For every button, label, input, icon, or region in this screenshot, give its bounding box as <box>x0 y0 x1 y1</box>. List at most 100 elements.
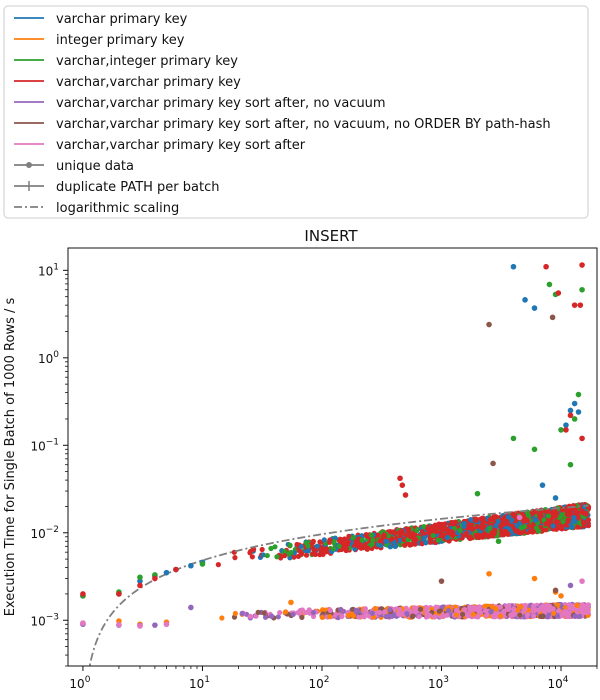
band-point <box>558 523 564 529</box>
data-point <box>549 314 556 321</box>
band-point <box>336 543 342 549</box>
band-point <box>474 524 480 530</box>
data-point <box>531 575 538 582</box>
data-point <box>116 621 122 628</box>
band-point <box>487 517 493 523</box>
legend: varchar primary key integer primary key va… <box>3 5 589 219</box>
band-point <box>519 530 525 536</box>
data-point <box>152 575 158 582</box>
data-point <box>543 263 549 270</box>
band-point <box>427 539 433 545</box>
band-point <box>398 612 404 618</box>
band-point <box>410 613 416 619</box>
band-point <box>259 546 265 553</box>
band-point <box>353 542 360 548</box>
band-point <box>436 608 442 614</box>
band-point <box>376 609 383 616</box>
band-point <box>327 537 333 543</box>
y-tick-label: 10−3 <box>30 612 59 628</box>
band-point <box>585 609 591 615</box>
band-point <box>480 517 487 523</box>
band-point <box>535 528 542 534</box>
band-point <box>559 507 566 513</box>
band-point <box>522 606 528 613</box>
band-point <box>546 611 552 617</box>
band-point <box>327 614 333 620</box>
band-point <box>383 614 389 620</box>
band-point <box>442 521 448 527</box>
band-point <box>255 609 261 615</box>
band-point <box>482 608 489 614</box>
data-point <box>495 538 502 545</box>
chart-title: INSERT <box>304 227 358 245</box>
band-point <box>444 534 450 541</box>
data-point <box>531 305 538 311</box>
band-point <box>565 518 571 525</box>
band-point <box>310 551 316 557</box>
band-point <box>303 609 309 616</box>
band-point <box>511 606 517 612</box>
band-point <box>475 614 481 620</box>
band-point <box>404 610 410 617</box>
band-point <box>249 554 255 560</box>
band-point <box>545 513 551 519</box>
band-point <box>342 543 348 549</box>
band-point <box>531 603 537 609</box>
data-point <box>137 574 143 581</box>
legend-item: varchar,varchar primary key sort after, … <box>14 117 551 132</box>
x-tick-label: 100 <box>69 675 90 691</box>
band-point <box>435 537 441 543</box>
y-tick-label: 100 <box>38 350 59 366</box>
band-point <box>560 518 566 524</box>
band-point <box>581 520 587 526</box>
data-point <box>188 562 194 569</box>
band-point <box>453 612 460 618</box>
band-point <box>570 517 577 524</box>
band-point <box>483 612 490 618</box>
band-point <box>546 607 552 613</box>
band-point <box>368 532 374 538</box>
band-point <box>564 511 570 517</box>
data-point <box>577 302 584 308</box>
data-point <box>397 475 403 482</box>
data-point <box>116 591 122 597</box>
band-point <box>297 607 303 614</box>
legend-label: varchar,varchar primary key sort after, … <box>56 117 551 132</box>
band-point <box>274 554 280 560</box>
band-point <box>331 539 337 545</box>
band-point <box>346 533 352 539</box>
band-point <box>444 612 450 618</box>
band-point <box>553 513 559 519</box>
data-point <box>516 514 523 521</box>
band-point <box>392 543 398 550</box>
legend-item: varchar,varchar primary key sort after, … <box>14 96 386 111</box>
legend-label: varchar primary key <box>56 12 188 27</box>
data-point <box>571 400 578 407</box>
band-point <box>554 613 561 619</box>
band-point <box>372 605 378 612</box>
reference-line <box>88 504 589 666</box>
band-point <box>551 610 557 616</box>
legend-item: logarithmic scaling <box>14 201 179 216</box>
band-point <box>318 546 324 553</box>
band-point <box>437 533 444 539</box>
data-point <box>558 593 564 599</box>
legend-item: varchar,varchar primary key <box>14 75 241 90</box>
legend-item: varchar,varchar primary key sort after <box>14 138 306 153</box>
band-point <box>432 614 438 620</box>
data-point <box>571 302 578 308</box>
data-point <box>80 591 86 597</box>
band-point <box>321 537 327 543</box>
band-point <box>452 519 459 525</box>
band-point <box>320 607 326 613</box>
data-point <box>555 290 562 296</box>
band-point <box>471 606 477 612</box>
data-point <box>188 604 194 611</box>
band-point <box>369 610 375 616</box>
band-point <box>491 531 497 537</box>
band-point <box>298 543 304 550</box>
band-point <box>261 610 267 616</box>
data-point <box>163 621 170 628</box>
band-point <box>264 552 270 559</box>
data-point <box>510 435 517 442</box>
